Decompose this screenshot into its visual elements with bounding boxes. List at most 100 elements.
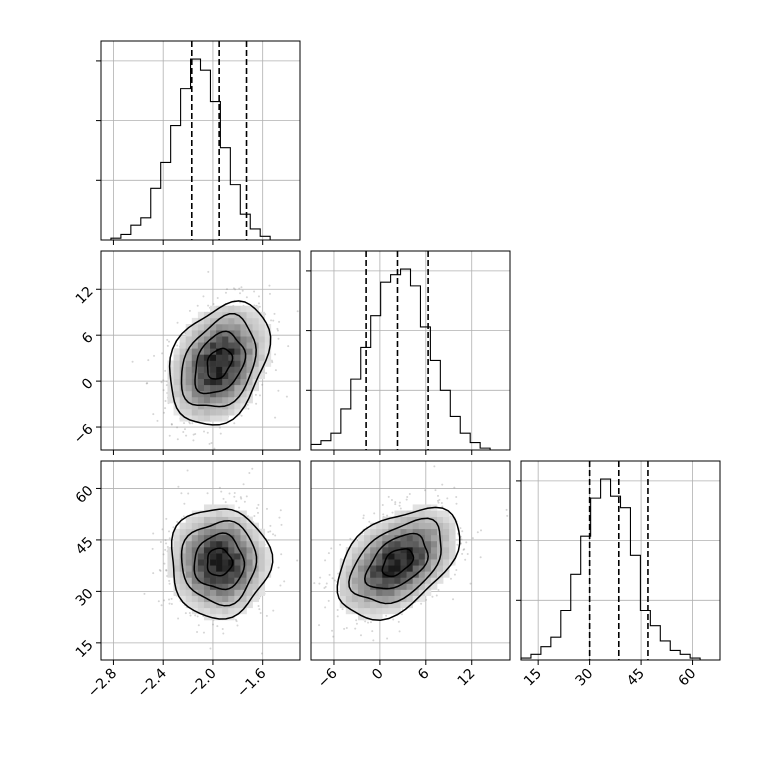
density-cell [203,571,211,578]
density-cell [228,323,235,331]
density-cell [234,559,241,566]
density-cell [216,354,223,361]
density-cell [357,589,365,596]
density-cell [210,607,217,615]
sample-point [405,498,408,501]
sample-point [163,562,166,565]
density-cell [240,330,247,337]
density-cell [179,384,187,392]
sample-point [216,625,219,628]
density-cell [240,348,247,355]
density-cell [179,354,187,361]
sample-point [480,529,483,532]
density-cell [203,317,211,325]
density-cell [246,366,253,373]
density-cell [370,607,377,615]
sample-point [424,489,427,492]
sample-point [265,614,268,617]
sample-point [188,421,191,424]
y-tick-label: 30 [73,586,97,610]
density-cell [246,390,253,398]
density-cell [179,589,187,596]
density-cell [203,403,211,410]
density-cell [216,534,223,542]
y-tick-label: 60 [73,483,97,507]
density-cell [264,547,272,554]
density-cell [339,571,347,578]
density-cell [203,516,211,523]
density-cell [449,534,456,542]
density-cell [222,583,229,590]
density-cell [370,522,377,530]
sample-point [152,532,155,535]
density-cell [430,510,438,517]
density-cell [246,348,253,355]
sample-point [184,331,187,334]
contour-line [180,519,258,607]
density-cell [210,516,217,523]
sample-point [235,620,238,623]
sample-point [241,289,244,292]
density-cell [246,571,253,578]
sample-point [269,524,272,527]
sample-point [192,433,195,436]
sample-point [371,630,374,633]
density-cell [406,583,413,590]
density-cell [424,528,432,536]
sample-point [304,577,306,579]
density-cell [234,540,241,548]
density-cell [412,540,420,548]
density-cell [185,577,193,584]
sample-point [274,416,277,419]
density-cell [400,571,407,578]
density-cell [388,534,395,542]
density-cell [364,583,371,590]
density-cell [228,384,235,392]
density-cell [197,396,205,404]
density-cell [258,540,266,548]
density-cell [173,547,180,554]
density-cell [351,559,359,566]
density-cell [406,553,413,560]
density-cell [191,577,199,584]
density-cell [216,571,223,578]
density-cell [222,504,229,511]
sample-point [162,379,165,382]
density-cell [424,583,432,590]
density-cell [258,547,266,554]
density-cell [185,553,193,560]
density-cell [197,595,205,603]
density-cell [357,583,365,590]
histogram-bars [101,58,300,241]
density-cell [222,516,229,523]
density-cell [222,589,229,596]
x-tick-label: −2.4 [135,665,170,700]
density-cell [443,559,450,566]
density-cell [173,384,180,392]
sample-point [164,369,167,372]
density-cell [357,595,365,603]
sample-point [165,517,168,520]
density-cell [418,528,426,536]
density-cell [197,583,205,590]
density-cell [179,522,187,530]
density-cell [234,354,241,361]
density-cell [357,601,365,609]
sample-point [180,492,183,495]
density-cell [203,384,211,392]
sample-point [398,630,401,633]
density-cell [418,547,426,554]
density-cell [339,595,347,603]
density-cell [216,409,223,416]
density-cell [252,528,259,536]
density-cell [370,559,377,566]
sample-point [479,556,482,559]
density-cell [400,583,407,590]
sample-point [207,270,210,273]
density-cell [203,607,211,615]
density-cell [222,534,229,542]
density-cell [216,522,223,530]
sample-point [131,360,134,363]
sample-point [304,569,306,571]
